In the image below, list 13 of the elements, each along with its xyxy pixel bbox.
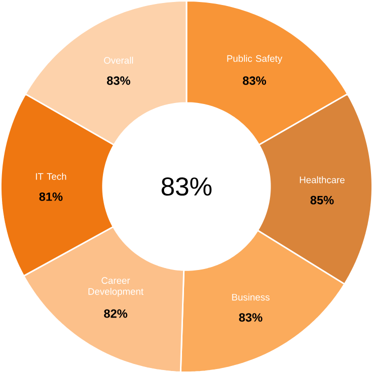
slice-label: Overall [104, 56, 133, 64]
slice-label: Business [232, 294, 270, 301]
data-label: 85% [310, 196, 334, 204]
slice-label: IT Tech [36, 172, 66, 180]
data-label: 82% [104, 309, 128, 318]
slice-label: Public Safety [227, 54, 282, 64]
text: 83% [162, 177, 212, 196]
data-label: 81% [39, 192, 63, 201]
slice-label: Career Development [88, 277, 144, 297]
data-label: 83% [106, 76, 130, 85]
data-label: 83% [242, 76, 266, 85]
slice-label: Healthcare [300, 176, 345, 184]
data-label: 83% [239, 313, 262, 322]
